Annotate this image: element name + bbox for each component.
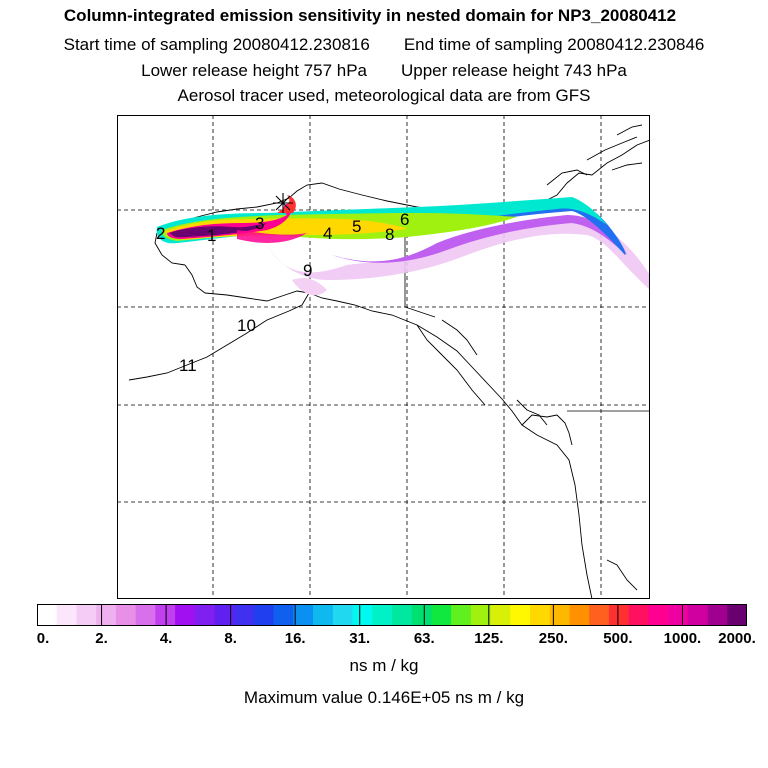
coastlines [128,124,650,599]
colorbar-cell [549,604,570,626]
colorbar-frame [37,604,747,626]
lower-release-text: Lower release height 757 hPa [141,61,367,80]
sensitivity-map: 1 2 3 4 5 6 8 9 10 11 [117,115,650,599]
colorbar-cell [155,604,176,626]
colorbar-cell [628,604,649,626]
colorbar-cell [510,604,531,626]
trajectory-label-1: 1 [207,226,216,245]
colorbar-cell [668,604,689,626]
colorbar-cell [332,604,353,626]
trajectory-label-9: 9 [303,261,312,280]
colorbar-cell [253,604,274,626]
colorbar-cell [37,604,58,626]
map-frame [117,115,650,599]
colorbar-cell [411,604,432,626]
colorbar-cell [589,604,610,626]
colorbar-cell [707,604,728,626]
colorbar-cell [214,604,235,626]
trajectory-label-11: 11 [179,356,197,375]
colorbar-tick-label: 4. [159,630,173,647]
trajectory-label-2: 2 [156,224,165,243]
colorbar-units: ns m / kg [349,656,419,675]
trajectory-label-8: 8 [385,225,394,244]
colorbar-cell [451,604,472,626]
colorbar-cell [234,604,255,626]
upper-release-text: Upper release height 743 hPa [401,61,627,80]
colorbar-cell [431,604,452,626]
end-sampling-text: End time of sampling 20080412.230846 [403,35,705,54]
sampling-times-row: Start time of sampling 20080412.230816 En… [0,35,768,55]
colorbar-cell [372,604,393,626]
map-background [117,115,650,599]
figure-title: Column-integrated emission sensitivity i… [63,6,677,25]
colorbar-cell [490,604,511,626]
colorbar-cell [56,604,77,626]
colorbar-cell [96,604,117,626]
maximum-value: Maximum value 0.146E+05 ns m / kg [243,688,525,707]
colorbar-tick-label: 125. [474,630,504,647]
colorbar-cell [175,604,196,626]
colorbar-tick-label: 2. [95,630,108,647]
colorbar-cell [76,604,97,626]
colorbar-tick-label: 250. [538,630,568,647]
colorbar-cell [135,604,156,626]
colorbar-tick-label: 8. [224,630,237,647]
start-sampling-text: Start time of sampling 20080412.230816 [63,35,370,54]
trajectory-label-5: 5 [352,217,361,236]
colorbar-tick-label: 2000. [718,630,756,647]
release-heights-row: Lower release height 757 hPa Upper releas… [0,61,768,81]
colorbar-tick-label: 16. [284,630,306,647]
colorbar-cell [293,604,314,626]
colorbar-tick-label: 63. [413,630,435,647]
emission-plume [156,195,650,296]
colorbar-cell [530,604,551,626]
release-point-star [273,193,293,213]
colorbar-cell [727,604,747,626]
colorbar-tick-label: 0. [36,630,50,647]
trajectory-label-6: 6 [400,210,409,229]
colorbar-cell [648,604,669,626]
colorbar-cell [115,604,136,626]
colorbar-cell [687,604,708,626]
colorbar-cell [194,604,215,626]
tracer-note: Aerosol tracer used, meteorological data… [177,86,591,105]
trajectory-label-10: 10 [237,316,256,335]
colorbar-tick-label: 500. [603,630,633,647]
colorbar-cell [273,604,294,626]
colorbar-tick-label: 1000. [663,630,702,647]
trajectory-label-3: 3 [255,214,264,233]
colorbar-cell [352,604,373,626]
colorbar [37,604,747,626]
colorbar-cell [392,604,413,626]
colorbar-cell [569,604,590,626]
colorbar-cell [470,604,491,626]
colorbar-cell [313,604,334,626]
colorbar-cell [608,604,629,626]
trajectory-label-4: 4 [323,224,332,243]
colorbar-tick-label: 31. [349,630,371,647]
